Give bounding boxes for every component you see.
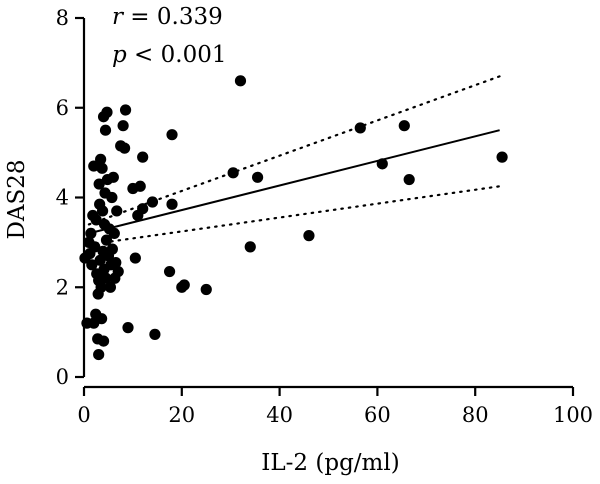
data-point [108, 227, 120, 239]
data-point [99, 124, 112, 136]
data-point [106, 191, 118, 204]
data-point [93, 348, 105, 361]
data-point [96, 162, 108, 174]
data-point [166, 129, 178, 141]
data-point [107, 171, 119, 183]
data-point [398, 120, 410, 132]
r-annotation: r = 0.339 [112, 4, 223, 30]
data-point [149, 328, 161, 340]
data-point [166, 198, 178, 210]
data-point [94, 254, 106, 266]
statistics-annotation: r = 0.339 p < 0.001 [112, 4, 226, 68]
y-tick-label: 4 [56, 186, 69, 210]
p-annotation: p < 0.001 [112, 42, 226, 68]
y-tick-label: 8 [56, 6, 69, 30]
y-axis-label: DAS28 [4, 159, 30, 239]
x-tick-label: 80 [462, 403, 489, 427]
r-annotation-symbol: r [112, 4, 125, 30]
data-point [137, 151, 149, 163]
data-point [96, 205, 109, 217]
confidence-band [87, 75, 501, 246]
p-annotation-symbol: p [112, 42, 127, 68]
data-point [178, 279, 190, 291]
data-points [79, 75, 508, 361]
data-point [95, 281, 107, 293]
data-point [100, 234, 113, 246]
data-point [90, 214, 102, 226]
x-axis-label: IL-2 (pg/ml) [261, 450, 399, 476]
data-point [110, 256, 122, 269]
data-point [106, 243, 118, 255]
data-point [134, 180, 146, 192]
data-point [129, 252, 141, 264]
data-point [244, 241, 256, 253]
data-point [496, 151, 508, 163]
y-tick-label: 0 [56, 365, 69, 389]
data-point [122, 322, 134, 334]
data-point [86, 259, 98, 271]
regression-line [88, 129, 500, 235]
x-tick-label: 100 [553, 403, 593, 427]
ci-upper-line [87, 75, 501, 226]
data-point [117, 120, 129, 132]
data-point [93, 178, 105, 190]
data-point [200, 283, 212, 296]
r-annotation-value: = 0.339 [123, 4, 223, 30]
x-tick-label: 60 [364, 403, 391, 427]
x-tick-label: 20 [168, 403, 195, 427]
data-point [137, 203, 149, 215]
y-tick-label: 2 [56, 275, 69, 299]
data-point [251, 171, 264, 183]
data-point [118, 142, 131, 154]
data-point [101, 106, 113, 118]
data-point [85, 227, 97, 239]
data-point [111, 205, 123, 217]
data-point [376, 158, 388, 170]
data-point [104, 281, 117, 293]
data-point [354, 122, 366, 134]
data-point [227, 167, 239, 179]
data-point [163, 265, 176, 278]
data-point [234, 75, 247, 87]
x-tick-label: 40 [266, 403, 293, 427]
regression-line-group [88, 129, 500, 235]
y-tick-label: 6 [56, 96, 69, 120]
data-point [95, 153, 107, 165]
data-point [303, 230, 315, 242]
data-point [89, 241, 101, 253]
data-point [97, 335, 110, 347]
p-annotation-value: < 0.001 [127, 42, 227, 68]
x-tick-label: 0 [77, 403, 90, 427]
data-point [96, 313, 108, 325]
data-point [112, 265, 124, 278]
data-point [119, 104, 132, 116]
data-point [146, 196, 159, 208]
data-point [100, 272, 112, 284]
ci-lower-line [87, 185, 501, 246]
data-point [403, 173, 415, 186]
